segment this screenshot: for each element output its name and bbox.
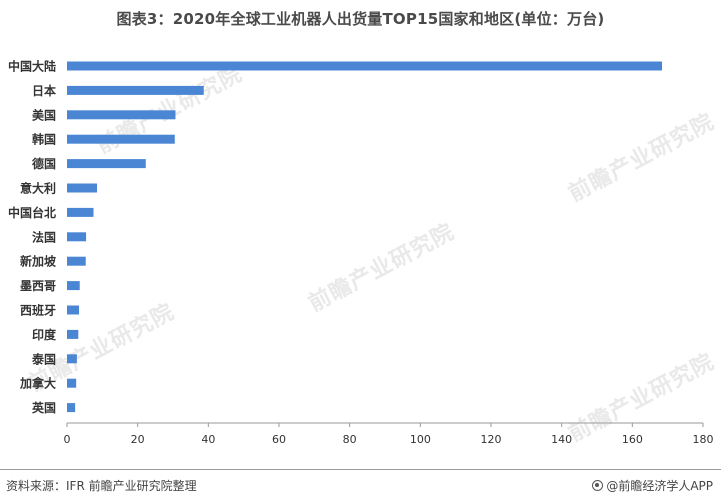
source-text: 资料来源：IFR 前瞻产业研究院整理 (6, 479, 197, 493)
category-label: 意大利 (20, 181, 56, 196)
category-label: 美国 (32, 107, 56, 122)
category-label: 加拿大 (19, 376, 56, 391)
category-label: 中国大陆 (8, 59, 56, 74)
brand-label: @前瞻经济学人APP (592, 477, 713, 494)
category-label: 印度 (32, 327, 57, 342)
x-tick-label: 20 (131, 433, 145, 446)
bar (67, 256, 86, 266)
bar (67, 85, 204, 95)
bar (67, 378, 77, 388)
category-label: 德国 (32, 156, 56, 171)
x-tick-label: 160 (622, 433, 643, 446)
category-label: 英国 (32, 400, 56, 415)
category-label: 法国 (32, 229, 56, 244)
footer: 资料来源：IFR 前瞻产业研究院整理 @前瞻经济学人APP (0, 469, 721, 502)
bar (67, 159, 146, 169)
category-label: 韩国 (32, 132, 56, 147)
bar (67, 183, 98, 193)
x-tick-label: 180 (693, 433, 714, 446)
brand-logo-icon (592, 480, 604, 491)
category-label: 新加坡 (20, 254, 57, 269)
bar (67, 354, 77, 364)
bar-chart: 0 20 40 60 80 100 120 140 160 180 中国大陆日本美国韩国德国意大利中… (8, 59, 714, 447)
x-tick-label: 120 (481, 433, 502, 446)
category-label: 中国台北 (8, 205, 56, 220)
x-tick-label: 60 (272, 433, 286, 446)
category-label: 西班牙 (20, 303, 56, 318)
chart-title: 图表3：2020年全球工业机器人出货量TOP15国家和地区(单位：万台) (116, 10, 605, 28)
bar (67, 403, 76, 413)
bar (67, 61, 663, 71)
x-tick-label: 40 (201, 433, 215, 446)
bar (67, 134, 175, 144)
category-label: 泰国 (31, 351, 56, 366)
x-tick-label: 0 (64, 433, 71, 446)
x-tick-label: 100 (410, 433, 431, 446)
bar (67, 232, 87, 242)
x-tick-label: 140 (551, 433, 572, 446)
bar (67, 305, 80, 315)
category-label: 墨西哥 (20, 279, 56, 293)
bar (67, 329, 79, 339)
brand-text: @前瞻经济学人APP (606, 479, 713, 493)
bar (67, 281, 80, 291)
category-label: 日本 (32, 83, 56, 98)
x-tick-label: 80 (343, 433, 357, 446)
bar (67, 207, 94, 217)
bar (67, 110, 176, 120)
